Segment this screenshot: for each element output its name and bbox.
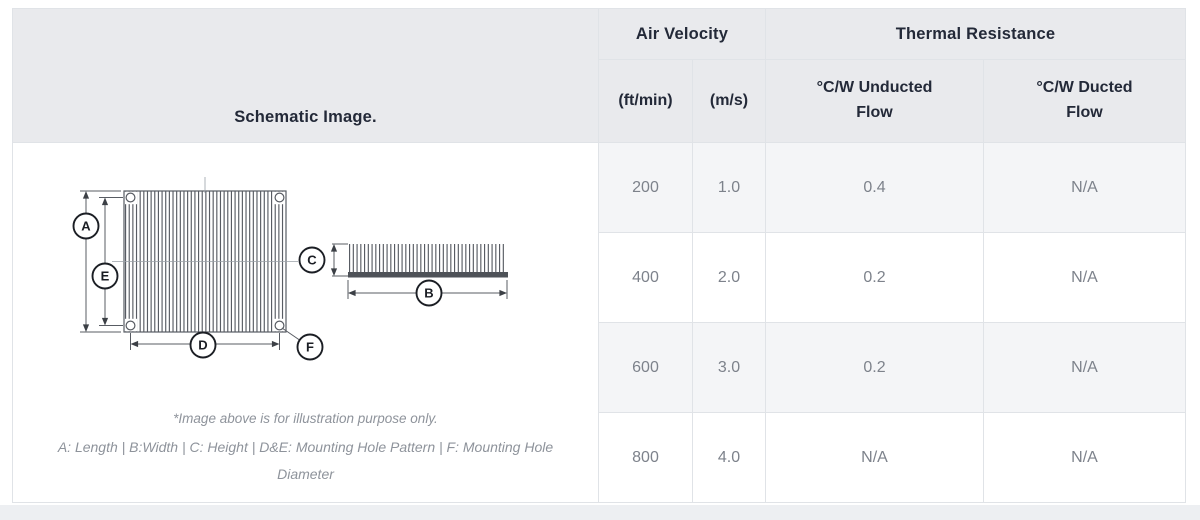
cell-unducted: N/A — [765, 412, 984, 503]
col-header-ducted-label: °C/W Ducted Flow — [1036, 79, 1133, 121]
page-bottom-strip — [0, 505, 1200, 520]
svg-text:B: B — [424, 286, 433, 301]
svg-text:F: F — [306, 340, 314, 355]
table-row: 800 4.0 N/A N/A — [13, 412, 1187, 503]
col-header-unducted: °C/W Unducted Flow — [765, 59, 984, 143]
air-velocity-group-header: Air Velocity — [598, 8, 766, 60]
svg-text:E: E — [100, 269, 109, 284]
thermal-resistance-group-header: Thermal Resistance — [764, 8, 1187, 60]
centerlines — [111, 177, 298, 262]
group-header-row: Schematic Image. Air Velocity Thermal Re… — [12, 8, 1187, 143]
table-row: 400 2.0 0.2 N/A — [13, 232, 1187, 323]
schematic-image-cell: A E D F — [12, 142, 599, 503]
col-header-unducted-label: °C/W Unducted Flow — [816, 79, 933, 121]
heatsink-base-side-view — [347, 272, 508, 278]
col-header-ms: (m/s) — [692, 59, 766, 143]
cell-ms: 3.0 — [692, 322, 766, 413]
col-header-ftmin: (ft/min) — [598, 59, 693, 143]
cell-unducted: 0.2 — [765, 232, 984, 323]
label-a: A — [72, 212, 99, 240]
svg-text:A: A — [81, 219, 91, 234]
table-row: A E D F — [12, 142, 1187, 503]
cell-ftmin: 600 — [598, 322, 693, 413]
label-e: E — [91, 262, 118, 290]
label-d: D — [189, 331, 216, 359]
dimension-legend: A: Length | B:Width | C: Height | D&E: M… — [57, 439, 554, 482]
dimension-labels: A E D F — [72, 212, 442, 361]
label-b: B — [415, 279, 442, 307]
cell-ftmin: 400 — [598, 232, 693, 323]
cell-ducted: N/A — [982, 412, 1187, 503]
cell-ms: 1.0 — [692, 142, 766, 233]
mounting-holes — [124, 192, 285, 331]
dimension-arrows — [82, 191, 507, 348]
cell-ms: 2.0 — [692, 232, 766, 323]
cell-ducted: N/A — [982, 322, 1187, 413]
schematic-column-header: Schematic Image. — [12, 8, 599, 143]
schematic-notes: *Image above is for illustration purpose… — [42, 411, 570, 487]
col-header-ducted: °C/W Ducted Flow — [982, 59, 1187, 143]
heatsink-schematic-drawing: A E D F — [72, 177, 508, 361]
cell-unducted: 0.2 — [765, 322, 984, 413]
column-header-row: (ft/min) (m/s) °C/W Unducted Flow °C/W D… — [13, 59, 1187, 143]
label-f: F — [296, 333, 323, 361]
cell-ducted: N/A — [982, 142, 1187, 233]
cell-unducted: 0.4 — [765, 142, 984, 233]
svg-text:D: D — [198, 338, 207, 353]
cell-ms: 4.0 — [692, 412, 766, 503]
svg-text:C: C — [307, 253, 317, 268]
schematic-image: A E D F — [13, 159, 598, 487]
cell-ftmin: 200 — [598, 142, 693, 233]
illustration-note: *Image above is for illustration purpose… — [173, 411, 438, 426]
label-c: C — [298, 246, 325, 274]
cell-ducted: N/A — [982, 232, 1187, 323]
table-row: 600 3.0 0.2 N/A — [13, 322, 1187, 413]
thermal-spec-table: Schematic Image. Air Velocity Thermal Re… — [12, 8, 1187, 503]
cell-ftmin: 800 — [598, 412, 693, 503]
